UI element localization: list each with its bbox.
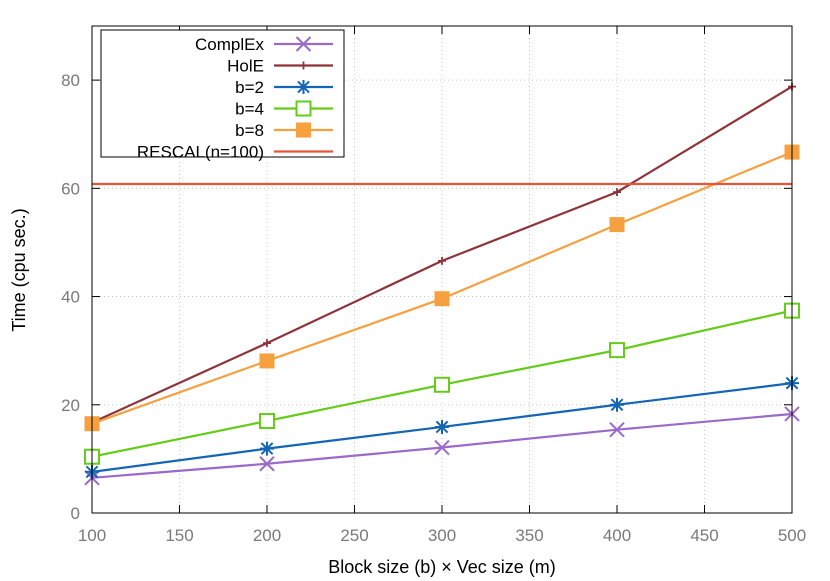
y-axis: 0 20 40 60 80 bbox=[61, 71, 792, 523]
legend-marker bbox=[295, 100, 312, 117]
legend-item: b=4 bbox=[235, 100, 333, 119]
data-point bbox=[434, 291, 450, 307]
legend-item: HolE bbox=[227, 57, 333, 76]
data-point bbox=[259, 413, 275, 430]
x-tick-label: 450 bbox=[690, 526, 718, 545]
data-point bbox=[260, 441, 274, 456]
legend-item: ComplEx bbox=[195, 35, 333, 54]
series-b-4 bbox=[84, 302, 800, 465]
legend-items: ComplEx HolE b=2 b=4 b=8 RESCAL(n=100) bbox=[137, 35, 333, 162]
series-complex bbox=[84, 406, 800, 486]
data-point bbox=[434, 376, 450, 393]
x-tick-label: 500 bbox=[778, 526, 806, 545]
legend-marker bbox=[295, 36, 312, 52]
x-tick-label: 400 bbox=[603, 526, 631, 545]
series-group bbox=[84, 82, 800, 486]
x-tick-label: 200 bbox=[253, 526, 281, 545]
legend-marker bbox=[296, 80, 311, 94]
x-tick-label: 350 bbox=[515, 526, 543, 545]
y-tick-label: 20 bbox=[61, 396, 80, 415]
y-tick-label: 80 bbox=[61, 71, 80, 90]
data-point bbox=[259, 353, 275, 369]
x-tick-label: 300 bbox=[428, 526, 456, 545]
x-axis: 100 150 200 250 300 350 400 450 500 bbox=[78, 26, 806, 545]
y-axis-title: Time (cpu sec.) bbox=[9, 208, 29, 331]
legend-item: b=2 bbox=[235, 78, 333, 97]
x-tick-label: 250 bbox=[340, 526, 368, 545]
legend-label: b=4 bbox=[235, 100, 264, 119]
data-point bbox=[610, 397, 624, 412]
data-point bbox=[434, 439, 450, 456]
legend-label: b=8 bbox=[235, 121, 264, 140]
legend-item: RESCAL(n=100) bbox=[137, 143, 333, 162]
y-tick-label: 0 bbox=[71, 504, 80, 523]
data-point bbox=[609, 342, 625, 359]
legend-item: b=8 bbox=[235, 121, 333, 140]
data-point bbox=[435, 419, 449, 434]
data-point bbox=[613, 188, 621, 197]
y-tick-label: 60 bbox=[61, 179, 80, 198]
x-tick-label: 150 bbox=[165, 526, 193, 545]
legend-marker bbox=[299, 61, 308, 70]
y-tick-label: 40 bbox=[61, 288, 80, 307]
plot-frame bbox=[91, 25, 793, 514]
legend-label: HolE bbox=[227, 57, 264, 76]
x-axis-title: Block size (b) × Vec size (m) bbox=[328, 557, 556, 577]
data-point bbox=[259, 456, 275, 472]
legend: ComplEx HolE b=2 b=4 b=8 RESCAL(n=100) bbox=[100, 29, 345, 162]
data-point bbox=[609, 217, 625, 233]
data-point bbox=[263, 339, 271, 348]
data-point bbox=[609, 421, 625, 438]
data-point bbox=[438, 256, 446, 265]
x-tick-label: 100 bbox=[78, 526, 106, 545]
legend-label: b=2 bbox=[235, 78, 264, 97]
legend-label: ComplEx bbox=[195, 35, 264, 54]
legend-label: RESCAL(n=100) bbox=[137, 143, 264, 162]
legend-marker bbox=[296, 122, 311, 138]
